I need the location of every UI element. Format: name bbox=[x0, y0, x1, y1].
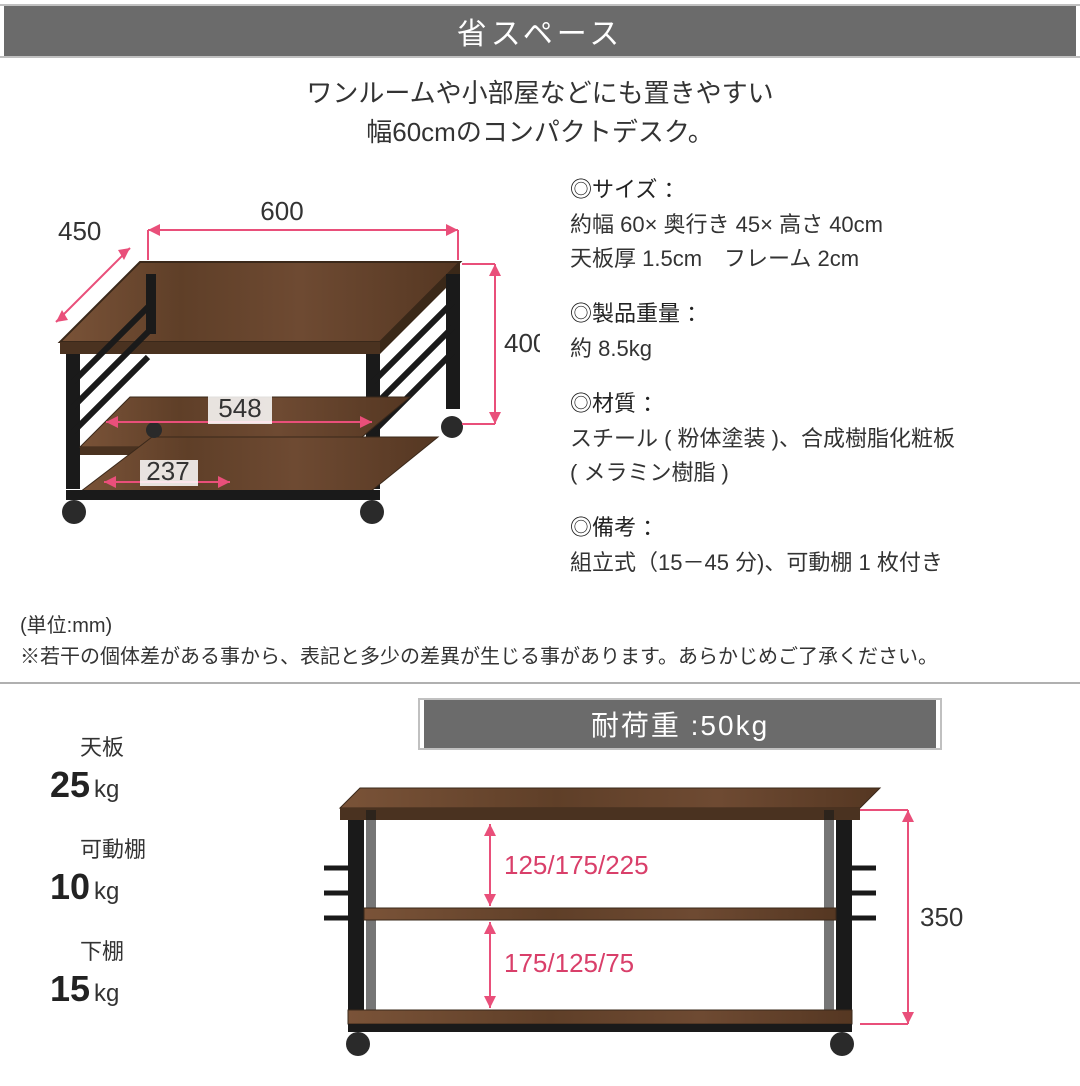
spec-size-body: 約幅 60× 奥行き 45× 高さ 40cm 天板厚 1.5cm フレーム 2c… bbox=[570, 208, 1040, 276]
intro-line1: ワンルームや小部屋などにも置きやすい bbox=[0, 74, 1080, 113]
spec-weight-label: ◎製品重量 ： bbox=[570, 296, 1040, 328]
right-lower-panel: 耐荷重 :50kg bbox=[300, 700, 1060, 1058]
spec-note-body: 組立式（15－45 分)、可動棚 1 枚付き bbox=[570, 546, 1040, 580]
dim-400: 400 bbox=[504, 328, 540, 358]
load-unit-top: kg bbox=[94, 776, 119, 803]
disclaimer-text: ※若干の個体差がある事から、表記と多少の差異が生じる事があります。あらかじめご了… bbox=[20, 642, 1060, 672]
load-row-top: 天板 25kg bbox=[50, 730, 300, 806]
specs-panel: ◎サイズ ： 約幅 60× 奥行き 45× 高さ 40cm 天板厚 1.5cm … bbox=[540, 162, 1060, 601]
lower-row: 天板 25kg 可動棚 10kg 下棚 15kg 耐荷重 :50kg bbox=[0, 700, 1080, 1058]
separator-line bbox=[0, 682, 1080, 684]
intro-line2: 幅60cmのコンパクトデスク。 bbox=[0, 113, 1080, 152]
dim-450: 450 bbox=[58, 216, 101, 246]
spec-material-label: ◎材質 ： bbox=[570, 386, 1040, 418]
dim-350: 350 bbox=[920, 902, 963, 932]
load-row-mid: 可動棚 10kg bbox=[50, 832, 300, 908]
dim-548: 548 bbox=[218, 393, 261, 423]
isometric-diagram: 600 450 400 548 237 bbox=[0, 162, 540, 601]
dim-600: 600 bbox=[260, 196, 303, 226]
load-row-bot: 下棚 15kg bbox=[50, 934, 300, 1010]
spec-material-body: スチール ( 粉体塗装 )、合成樹脂化粧板 ( メラミン樹脂 ) bbox=[570, 422, 1040, 490]
spec-size: ◎サイズ ： 約幅 60× 奥行き 45× 高さ 40cm 天板厚 1.5cm … bbox=[570, 172, 1040, 276]
spec-note-label: ◎備考 ： bbox=[570, 510, 1040, 542]
load-value-top: 25 bbox=[50, 764, 90, 805]
desk-iso-svg: 600 450 400 548 237 bbox=[20, 172, 540, 542]
desk-front-svg: 125/175/225 175/125/75 350 bbox=[300, 758, 1040, 1058]
upper-row: 600 450 400 548 237 bbox=[0, 162, 1080, 601]
spec-weight-body: 約 8.5kg bbox=[570, 332, 1040, 366]
header-band: 省スペース bbox=[0, 6, 1080, 56]
load-unit-mid: kg bbox=[94, 878, 119, 905]
header-title: 省スペース bbox=[457, 9, 623, 53]
load-unit-bot: kg bbox=[94, 980, 119, 1007]
load-value-mid: 10 bbox=[50, 866, 90, 907]
dim-237: 237 bbox=[146, 456, 189, 486]
spec-note: ◎備考 ： 組立式（15－45 分)、可動棚 1 枚付き bbox=[570, 510, 1040, 580]
capacity-band: 耐荷重 :50kg bbox=[420, 700, 940, 748]
load-value-bot: 15 bbox=[50, 968, 90, 1009]
spec-weight: ◎製品重量 ： 約 8.5kg bbox=[570, 296, 1040, 366]
load-capacities: 天板 25kg 可動棚 10kg 下棚 15kg bbox=[0, 700, 300, 1058]
unit-note: (単位:mm) bbox=[20, 609, 1080, 638]
spec-material: ◎材質 ： スチール ( 粉体塗装 )、合成樹脂化粧板 ( メラミン樹脂 ) bbox=[570, 386, 1040, 490]
intro-text: ワンルームや小部屋などにも置きやすい 幅60cmのコンパクトデスク。 bbox=[0, 74, 1080, 152]
load-label-mid: 可動棚 bbox=[50, 832, 300, 864]
load-label-top: 天板 bbox=[50, 730, 300, 762]
dim-lower-options: 175/125/75 bbox=[504, 948, 634, 978]
load-label-bot: 下棚 bbox=[50, 934, 300, 966]
capacity-band-text: 耐荷重 :50kg bbox=[591, 704, 769, 744]
dim-upper-options: 125/175/225 bbox=[504, 850, 649, 880]
spec-size-label: ◎サイズ ： bbox=[570, 172, 1040, 204]
